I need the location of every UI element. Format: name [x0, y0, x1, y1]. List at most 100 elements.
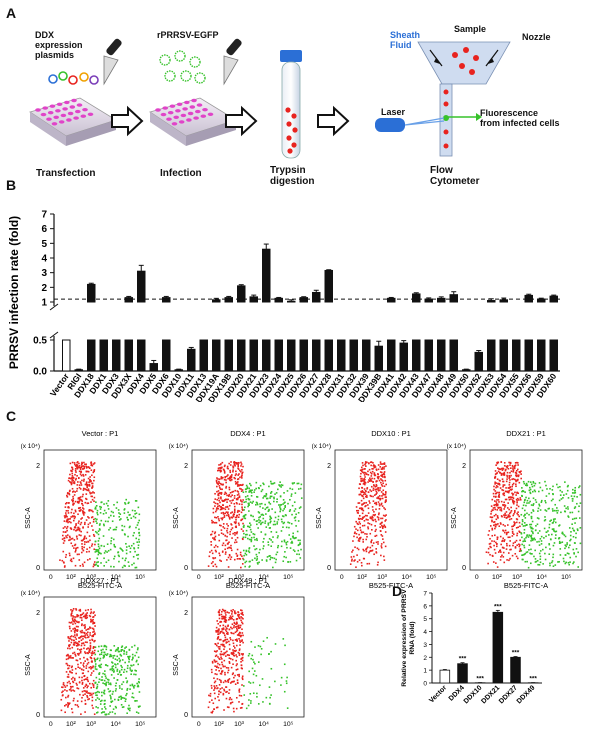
green-event	[561, 541, 564, 543]
green-event	[275, 553, 278, 556]
green-event	[574, 491, 577, 494]
red-event	[222, 618, 224, 620]
red-event	[85, 488, 88, 491]
x-tick-label: 10²	[214, 721, 225, 728]
virus-label: rPRRSV-EGFP	[157, 30, 219, 40]
plasmid-icons	[48, 71, 99, 85]
red-event	[81, 696, 83, 699]
green-event	[124, 559, 126, 562]
red-event	[93, 622, 96, 625]
red-event	[81, 479, 83, 482]
green-event	[576, 529, 579, 532]
red-event	[93, 479, 95, 482]
red-event	[381, 495, 383, 497]
green-event	[292, 537, 295, 539]
red-event	[224, 629, 227, 631]
red-event	[230, 652, 233, 655]
red-event	[502, 472, 505, 475]
red-event	[218, 504, 221, 507]
green-event	[299, 542, 301, 544]
red-event	[507, 531, 510, 534]
red-event	[232, 651, 235, 654]
red-event	[218, 478, 221, 481]
red-event	[240, 694, 243, 697]
red-event	[497, 470, 500, 473]
red-event	[77, 477, 80, 480]
red-event	[513, 513, 515, 515]
red-event	[489, 516, 492, 518]
red-event	[367, 522, 369, 524]
red-event	[496, 503, 499, 506]
red-event	[74, 478, 77, 481]
green-event	[248, 510, 250, 512]
red-event	[379, 471, 382, 473]
green-event	[523, 540, 526, 542]
red-event	[231, 701, 234, 704]
red-event	[368, 551, 370, 554]
green-event	[116, 679, 119, 681]
red-event	[228, 554, 231, 557]
red-event	[364, 462, 367, 465]
green-event	[124, 503, 127, 505]
green-event	[550, 499, 553, 502]
green-event	[530, 535, 532, 538]
red-event	[222, 653, 225, 656]
red-event	[496, 504, 499, 507]
red-event	[60, 709, 63, 712]
red-event	[76, 553, 79, 556]
red-event	[232, 654, 235, 657]
green-event	[282, 503, 284, 505]
green-event	[272, 566, 274, 569]
green-event	[96, 683, 99, 686]
green-event	[118, 685, 121, 687]
green-event	[264, 503, 266, 506]
red-event	[236, 478, 239, 481]
green-event	[250, 536, 253, 539]
green-event	[567, 561, 570, 564]
red-event	[66, 494, 68, 497]
green-event	[576, 528, 579, 530]
red-event	[235, 630, 238, 633]
panel-c-letter: C	[6, 408, 17, 424]
red-event	[87, 526, 89, 528]
red-event	[519, 471, 521, 473]
red-event	[78, 681, 81, 684]
red-event	[373, 485, 375, 487]
red-event	[238, 513, 241, 516]
green-event	[250, 494, 253, 497]
red-event	[78, 507, 81, 509]
red-event	[492, 509, 494, 511]
green-event	[249, 489, 252, 492]
red-event	[505, 532, 508, 534]
green-event	[559, 489, 562, 492]
green-event	[130, 673, 132, 676]
red-event	[62, 561, 65, 563]
red-event	[369, 489, 371, 491]
green-event	[99, 657, 102, 660]
green-event	[135, 512, 138, 515]
red-event	[62, 542, 65, 544]
green-event	[99, 700, 102, 703]
green-event	[124, 700, 127, 703]
red-event	[80, 463, 83, 466]
red-event	[239, 644, 241, 646]
green-event	[538, 504, 541, 507]
bar-lower	[162, 339, 171, 372]
red-event	[489, 542, 492, 545]
x-tick-label: 10²	[66, 721, 77, 728]
green-event	[95, 706, 98, 708]
red-event	[361, 518, 363, 520]
red-event	[492, 555, 494, 557]
red-event	[219, 508, 222, 511]
red-event	[366, 461, 368, 464]
red-event	[75, 642, 78, 645]
green-event	[554, 564, 557, 566]
pipette-icon	[103, 38, 122, 86]
green-event	[262, 545, 265, 547]
red-event	[92, 634, 95, 636]
red-event	[241, 678, 244, 681]
red-event	[240, 658, 242, 660]
red-event	[359, 522, 361, 525]
red-event	[383, 493, 386, 496]
